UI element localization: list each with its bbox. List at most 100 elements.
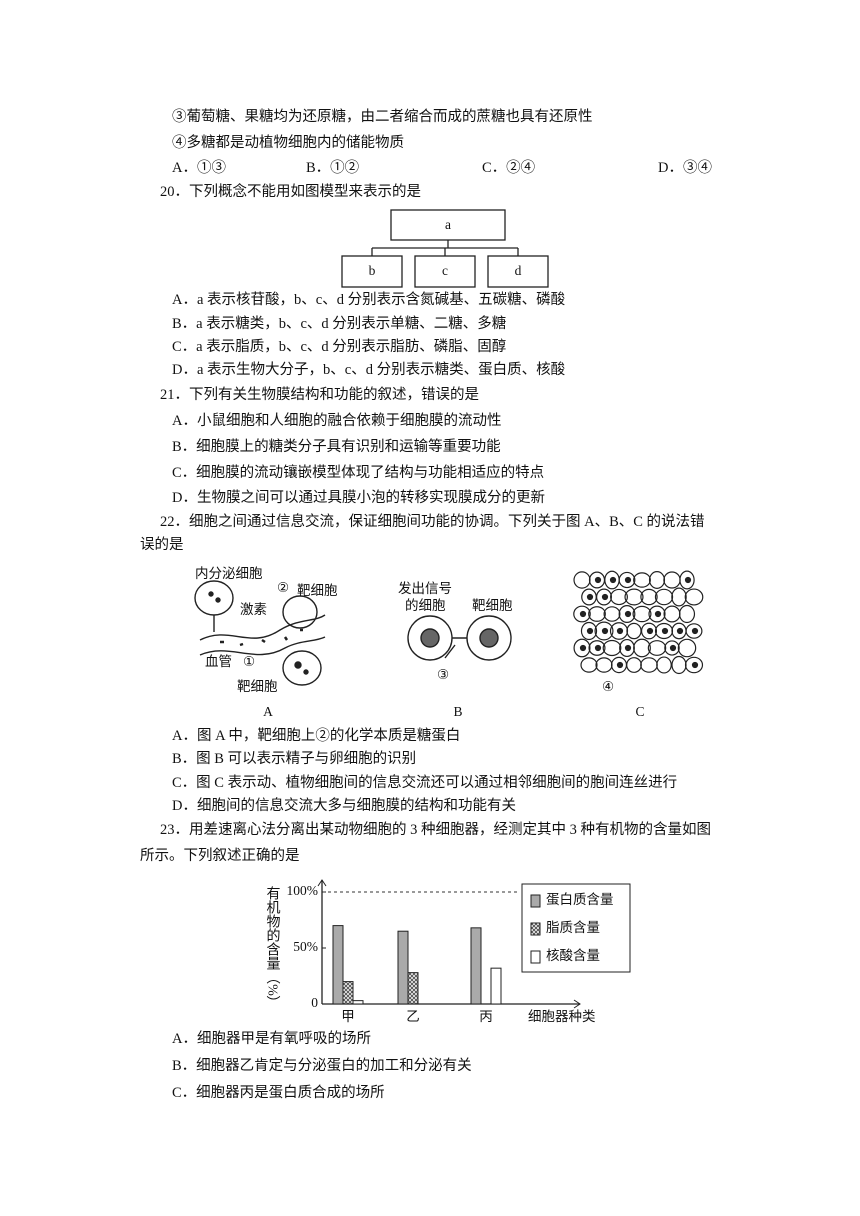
option: D．a 表示生物大分子，b、c、d 分别表示糖类、蛋白质、核酸 <box>172 362 566 378</box>
figure-label: 靶细胞 <box>472 598 513 613</box>
nucleus <box>601 593 609 601</box>
y-axis-label: 有机物的含量（%） <box>265 886 281 1010</box>
nucleus <box>624 644 632 652</box>
figure-label: ② <box>277 580 289 595</box>
cell <box>654 588 674 606</box>
option: B．细胞器乙肯定与分泌蛋白的加工和分泌有关 <box>172 1058 472 1074</box>
cell <box>626 657 642 673</box>
bar <box>332 925 344 1005</box>
node-box <box>414 255 476 288</box>
figure-a-drawing <box>194 580 326 686</box>
nucleus <box>594 576 602 584</box>
option: A．①③ <box>172 160 226 176</box>
nucleus <box>616 627 624 635</box>
nucleus <box>669 644 677 652</box>
option: C．细胞器丙是蛋白质合成的场所 <box>172 1085 385 1101</box>
option: D．细胞间的信息交流大多与细胞膜的结构和功能有关 <box>172 798 516 814</box>
option: B．细胞膜上的糖类分子具有识别和运输等重要功能 <box>172 439 501 455</box>
cell <box>648 571 666 589</box>
bar <box>352 1000 364 1005</box>
nucleus <box>684 576 692 584</box>
x-axis-arrow <box>573 999 581 1009</box>
figure-label: ③ <box>437 667 449 682</box>
nucleus <box>594 644 602 652</box>
cell <box>626 622 642 640</box>
figure-label: 的细胞 <box>405 598 446 613</box>
option: B．图 B 可以表示精子与卵细胞的识别 <box>172 751 417 767</box>
cell <box>596 588 612 606</box>
node-label: c <box>442 263 448 278</box>
figure-label: ④ <box>602 679 614 694</box>
option: D．生物膜之间可以通过具膜小泡的转移实现膜成分的更新 <box>172 490 545 506</box>
question-stem: 21．下列有关生物膜结构和功能的叙述，错误的是 <box>160 387 479 403</box>
legend-swatch <box>530 922 541 936</box>
figure-label: 靶细胞 <box>297 583 338 598</box>
cell <box>648 605 666 623</box>
figure-label: 内分泌细胞 <box>195 566 263 581</box>
option: C．细胞膜的流动镶嵌模型体现了结构与功能相适应的特点 <box>172 465 545 481</box>
y-tick-label: 0 <box>311 995 318 1010</box>
figure-b-drawing <box>407 615 512 661</box>
bar <box>342 981 354 1005</box>
x-tick-label: 丙 <box>479 1009 493 1024</box>
option: B．①② <box>306 160 360 176</box>
cell <box>610 588 628 606</box>
cell <box>647 640 667 656</box>
nucleus <box>579 610 587 618</box>
option: A．a 表示核苷酸，b、c、d 分别表示含氮碱基、五碳糖、磷酸 <box>172 292 566 308</box>
cell <box>663 605 681 623</box>
bar <box>470 927 482 1005</box>
option: A．图 A 中，靶细胞上②的化学本质是糖蛋白 <box>172 728 461 744</box>
cell <box>684 588 704 606</box>
figure-label: 血管 <box>205 654 232 669</box>
node-box <box>487 255 549 288</box>
cell <box>603 606 621 622</box>
cell <box>618 571 636 589</box>
cell <box>684 656 704 674</box>
cell <box>633 572 651 588</box>
legend-label: 核酸含量 <box>546 948 600 963</box>
node-box <box>341 255 403 288</box>
statement: ④多糖都是动植物细胞内的储能物质 <box>172 135 404 151</box>
bar <box>397 930 409 1005</box>
question-stem: 22．细胞之间通过信息交流，保证细胞间功能的协调。下列关于图 A、B、C 的说法… <box>160 514 705 530</box>
question-stem: 所示。下列叙述正确的是 <box>140 848 300 864</box>
y-tick-label: 100% <box>287 883 319 898</box>
x-tick-label: 乙 <box>406 1009 420 1024</box>
option: D．③④ <box>658 160 712 176</box>
cell <box>671 587 687 607</box>
cell <box>602 639 622 657</box>
option: C．②④ <box>482 160 536 176</box>
nucleus <box>691 661 699 669</box>
concept-diagram <box>341 209 549 288</box>
y-tick-label: 50% <box>293 939 318 954</box>
question-stem: 误的是 <box>140 537 184 553</box>
figure-label: ① <box>243 654 255 669</box>
nucleus <box>586 593 594 601</box>
cell <box>656 656 672 674</box>
nucleus <box>676 627 684 635</box>
cell <box>594 621 614 641</box>
node-label: b <box>369 263 376 278</box>
nucleus <box>586 627 594 635</box>
legend-swatch <box>530 894 541 908</box>
option: B．a 表示糖类，b、c、d 分别表示单糖、二糖、多糖 <box>172 316 507 332</box>
cell <box>663 571 681 589</box>
cell <box>580 657 598 673</box>
question-stem: 23．用差速离心法分离出某动物细胞的 3 种细胞器，经测定其中 3 种有机物的含… <box>160 822 711 838</box>
legend-swatch <box>530 950 541 964</box>
figure-label: 靶细胞 <box>237 679 278 694</box>
statement: ③葡萄糖、果糖均为还原糖，由二者缩合而成的蔗糖也具有还原性 <box>172 109 593 125</box>
y-axis-arrow <box>317 879 327 887</box>
nucleus <box>654 610 662 618</box>
nucleus <box>646 627 654 635</box>
cell <box>640 622 658 640</box>
cell <box>588 606 606 622</box>
nucleus <box>691 627 699 635</box>
node-label: d <box>515 263 522 278</box>
option: A．细胞器甲是有氧呼吸的场所 <box>172 1031 371 1047</box>
cell <box>573 638 591 658</box>
